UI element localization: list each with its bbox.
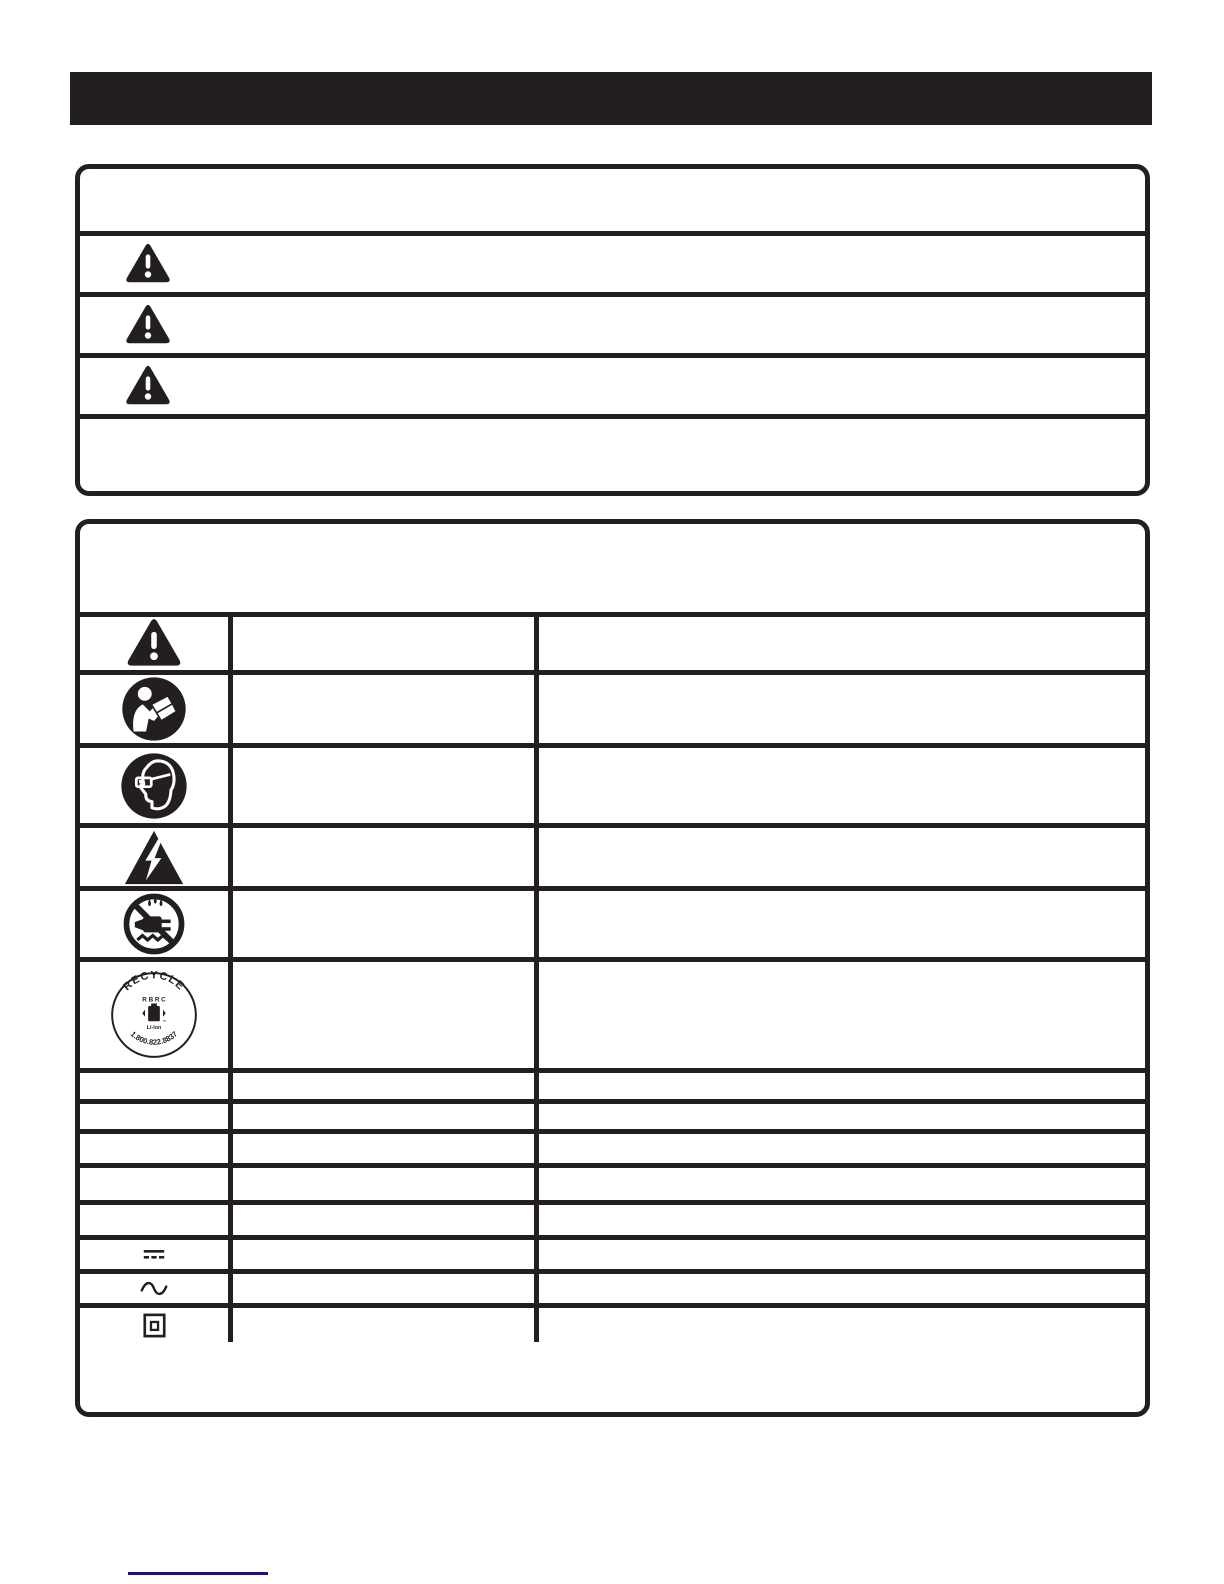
designation-cell <box>539 1205 1145 1235</box>
seal-chemistry-text: Li-Ion <box>147 1025 162 1031</box>
symbol-cell <box>80 1134 233 1163</box>
warning-triangle-icon <box>125 243 171 285</box>
table-row <box>80 1129 1145 1163</box>
seal-trademark-text: ™ <box>162 1019 166 1024</box>
table-row <box>80 1269 1145 1303</box>
rbrc-recycle-seal-icon: RECYCLE R B R C ™ Li-Ion 1.800.822.8837 <box>111 970 197 1058</box>
symbol-cell <box>80 748 233 823</box>
designation-cell <box>539 1134 1145 1163</box>
symbol-cell <box>80 828 233 886</box>
safety-alert-triangle-icon <box>125 618 183 669</box>
designation-cell <box>539 828 1145 886</box>
seal-phone-text: 1.800.822.8837 <box>129 1029 180 1046</box>
designation-cell <box>539 1274 1145 1303</box>
svg-text:1.800.822.8837: 1.800.822.8837 <box>129 1029 180 1046</box>
eye-protection-icon <box>120 752 188 820</box>
symbol-cell <box>80 1308 233 1342</box>
table-row <box>80 1200 1145 1235</box>
symbol-cell <box>80 617 233 670</box>
notice-row-intro <box>80 169 1145 231</box>
symbol-cell <box>80 1274 233 1303</box>
double-insulation-icon <box>143 1313 166 1338</box>
symbol-cell <box>80 891 233 957</box>
name-cell <box>233 617 539 670</box>
name-cell <box>233 748 539 823</box>
designation-cell <box>539 962 1145 1068</box>
name-cell <box>233 1168 539 1200</box>
notice-row-warning-3 <box>80 353 1145 414</box>
table-row <box>80 1068 1145 1099</box>
symbols-table: RECYCLE R B R C ™ Li-Ion 1.800.822.8837 <box>75 519 1150 1417</box>
electric-shock-alert-icon <box>123 829 185 886</box>
warning-triangle-icon <box>125 365 171 407</box>
name-cell <box>233 1205 539 1235</box>
name-cell <box>233 1134 539 1163</box>
warning-triangle-icon <box>125 304 171 346</box>
designation-cell <box>539 1168 1145 1200</box>
seal-arc-top-text: RECYCLE <box>121 970 186 993</box>
seal-org-text: R B R C <box>142 997 166 1004</box>
no-wet-conditions-icon <box>122 892 186 956</box>
footer-signature-line <box>128 1572 268 1575</box>
designation-cell <box>539 1240 1145 1269</box>
symbol-cell <box>80 1104 233 1129</box>
table-row <box>80 1163 1145 1200</box>
symbol-cell <box>80 675 233 743</box>
notice-row-warning-2 <box>80 292 1145 353</box>
table-row <box>80 823 1145 886</box>
table-row <box>80 670 1145 743</box>
notice-row-footer <box>80 414 1145 491</box>
warnings-notice-box <box>75 164 1150 496</box>
symbol-cell <box>80 1168 233 1200</box>
symbol-cell: RECYCLE R B R C ™ Li-Ion 1.800.822.8837 <box>80 962 233 1068</box>
table-row <box>80 1099 1145 1129</box>
name-cell <box>233 891 539 957</box>
name-cell <box>233 1274 539 1303</box>
name-cell <box>233 1308 539 1342</box>
direct-current-icon <box>141 1247 167 1262</box>
name-cell <box>233 962 539 1068</box>
read-operators-manual-icon <box>121 676 187 742</box>
name-cell <box>233 1073 539 1099</box>
table-row <box>80 612 1145 670</box>
name-cell <box>233 1104 539 1129</box>
symbol-cell <box>80 1073 233 1099</box>
table-row <box>80 743 1145 823</box>
alternating-current-icon <box>139 1280 169 1297</box>
name-cell <box>233 675 539 743</box>
symbol-cell <box>80 1205 233 1235</box>
name-cell <box>233 1240 539 1269</box>
symbols-table-header <box>80 524 1145 612</box>
svg-text:RECYCLE: RECYCLE <box>121 970 187 993</box>
designation-cell <box>539 1073 1145 1099</box>
designation-cell <box>539 891 1145 957</box>
notice-row-warning-1 <box>80 231 1145 292</box>
table-row <box>80 886 1145 957</box>
section-title-bar <box>70 72 1152 125</box>
designation-cell <box>539 1308 1145 1342</box>
table-row <box>80 1303 1145 1342</box>
designation-cell <box>539 748 1145 823</box>
name-cell <box>233 828 539 886</box>
table-row: RECYCLE R B R C ™ Li-Ion 1.800.822.8837 <box>80 957 1145 1068</box>
symbol-cell <box>80 1240 233 1269</box>
designation-cell <box>539 675 1145 743</box>
designation-cell <box>539 617 1145 670</box>
table-row <box>80 1235 1145 1269</box>
designation-cell <box>539 1104 1145 1129</box>
